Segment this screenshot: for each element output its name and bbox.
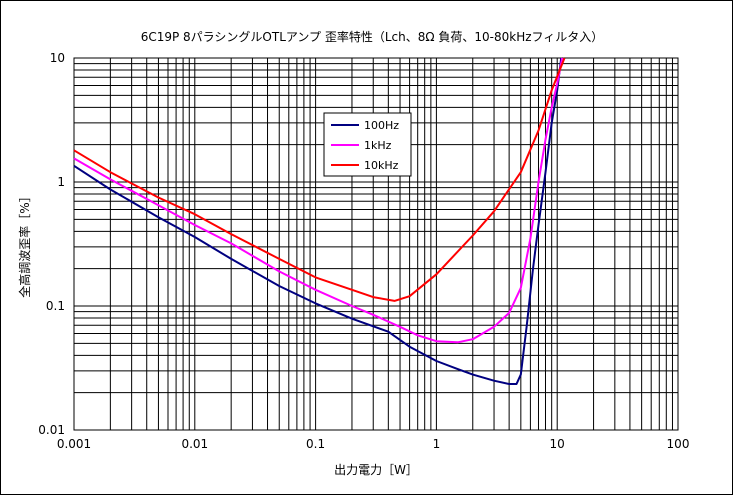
x-tick-label: 10 bbox=[550, 437, 565, 451]
x-tick-label: 0.1 bbox=[306, 437, 325, 451]
y-tick-label: 0.01 bbox=[38, 423, 65, 437]
y-tick-label: 10 bbox=[50, 51, 65, 65]
series-line-1khz bbox=[73, 57, 564, 344]
x-axis-title: 出力電力［W］ bbox=[334, 463, 418, 477]
legend-label: 100Hz bbox=[364, 119, 399, 132]
x-tick-label: 1 bbox=[433, 437, 441, 451]
series-layer bbox=[73, 57, 566, 385]
legend: 100Hz 1kHz 10kHz bbox=[323, 112, 412, 177]
series-line-100hz bbox=[73, 57, 563, 385]
legend-label: 10kHz bbox=[364, 159, 399, 172]
legend-label: 1kHz bbox=[364, 139, 392, 152]
x-tick-labels: 0.001 0.01 0.1 1 10 100 bbox=[57, 437, 690, 451]
x-tick-label: 100 bbox=[667, 437, 690, 451]
x-tick-label: 0.01 bbox=[181, 437, 208, 451]
y-tick-labels: 10 1 0.1 0.01 bbox=[38, 51, 65, 437]
chart-title: 6C19P 8パラシングルOTLアンプ 歪率特性（Lch、8Ω 負荷、10-80… bbox=[141, 29, 604, 44]
plot-area-border bbox=[73, 57, 679, 431]
series-line-10khz bbox=[73, 57, 566, 302]
y-axis-title: 全高調波歪率［%］ bbox=[17, 190, 32, 297]
y-tick-label: 0.1 bbox=[46, 299, 65, 313]
x-tick-label: 0.001 bbox=[57, 437, 91, 451]
y-tick-label: 1 bbox=[57, 175, 65, 189]
